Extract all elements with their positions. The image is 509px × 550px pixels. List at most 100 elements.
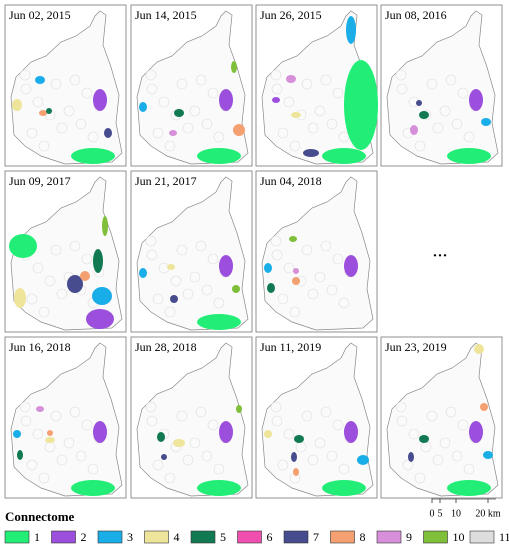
parcel (301, 244, 313, 256)
legend-swatch (376, 530, 402, 544)
parcel (182, 288, 194, 300)
parcel (56, 122, 68, 134)
connectome-patch (93, 89, 107, 111)
legend-swatch (330, 530, 355, 544)
connectome-patch (45, 437, 55, 443)
connectome-patch (71, 480, 115, 496)
panel-date: Jun 26, 2015 (260, 8, 322, 22)
connectome-patch (344, 255, 358, 277)
parcel (146, 83, 158, 95)
scale-label: 20 km (475, 508, 501, 519)
legend-swatch (190, 530, 216, 544)
parcel (81, 87, 93, 99)
parcel (338, 131, 350, 143)
connectome-patch (157, 432, 165, 442)
parcel (338, 463, 350, 475)
parcel (445, 406, 457, 418)
parcel (277, 293, 289, 305)
parcel (26, 127, 38, 139)
parcel (432, 454, 444, 466)
parcel (301, 78, 313, 90)
connectome-patch (93, 421, 107, 443)
parcel (270, 69, 282, 81)
connectome-patch (481, 118, 491, 126)
panel-date: Jun 09, 2017 (9, 174, 71, 188)
parcel (320, 240, 332, 252)
parcel (326, 118, 338, 130)
parcel (207, 253, 219, 265)
parcel (145, 69, 157, 81)
parcel (408, 428, 420, 440)
connectome-patch (13, 430, 21, 438)
legend-label: 4 (174, 530, 180, 544)
parcel (271, 415, 283, 427)
legend-title: Connectome (5, 509, 75, 524)
parcel (314, 105, 326, 117)
parcel (189, 437, 201, 449)
connectome-patch (469, 89, 483, 111)
connectome-patch (197, 480, 241, 496)
scale-label: 5 (438, 508, 443, 519)
panel-date: Jun 28, 2018 (135, 340, 197, 354)
connectome-patch (92, 287, 112, 305)
parcel (201, 284, 213, 296)
connectome-patch (93, 249, 103, 273)
parcel (63, 437, 75, 449)
parcel (439, 437, 451, 449)
connectome-patch (170, 295, 178, 303)
parcel (332, 87, 344, 99)
parcel (213, 297, 225, 309)
parcel (32, 262, 44, 274)
parcel (170, 275, 182, 287)
parcel (338, 297, 350, 309)
parcel (152, 459, 164, 471)
connectome-patch (447, 480, 491, 496)
legend-swatch (469, 530, 495, 544)
connectome-patch (39, 110, 47, 116)
legend-label: 2 (81, 530, 87, 544)
parcel (145, 401, 157, 413)
map-panel: Jun 14, 2015 (130, 4, 253, 167)
parcel (271, 83, 283, 95)
connectome-patch (139, 102, 147, 112)
connectome-patch (480, 403, 488, 411)
connectome-patch (219, 255, 233, 277)
panel-date: Jun 16, 2018 (9, 340, 71, 354)
map-panel: Jun 21, 2017 (130, 170, 253, 333)
legend-label: 10 (453, 530, 465, 544)
panel-date: Jun 02, 2015 (9, 8, 71, 22)
parcel (195, 406, 207, 418)
connectome-patch (14, 288, 26, 308)
parcel (176, 78, 188, 90)
legend-swatch (283, 530, 309, 544)
connectome-patch (357, 455, 369, 465)
connectome-patch (289, 236, 297, 242)
parcel (207, 87, 219, 99)
parcel (19, 69, 31, 81)
parcel (152, 127, 164, 139)
legend-label: 3 (127, 530, 133, 544)
connectome-patch (197, 314, 241, 330)
legend-swatch (51, 530, 76, 544)
parcel (69, 240, 81, 252)
parcel (426, 410, 438, 422)
parcel (270, 235, 282, 247)
connectome-patch (161, 454, 167, 460)
connectome-patch (291, 452, 297, 462)
map-panel: Jun 11, 2019 (255, 336, 378, 499)
parcel (56, 288, 68, 300)
panel-date: Jun 14, 2015 (135, 8, 197, 22)
connectome-patch (264, 430, 272, 438)
parcel (32, 428, 44, 440)
parcel (201, 450, 213, 462)
parcel (457, 419, 469, 431)
parcel (87, 131, 99, 143)
legend-swatch (237, 530, 262, 544)
connectome-patch (344, 60, 378, 150)
parcel (195, 74, 207, 86)
map-panel: Jun 23, 2019 (380, 336, 503, 499)
parcel (152, 293, 164, 305)
legend-label: 11 (499, 530, 509, 544)
legend-label: 9 (406, 530, 412, 544)
